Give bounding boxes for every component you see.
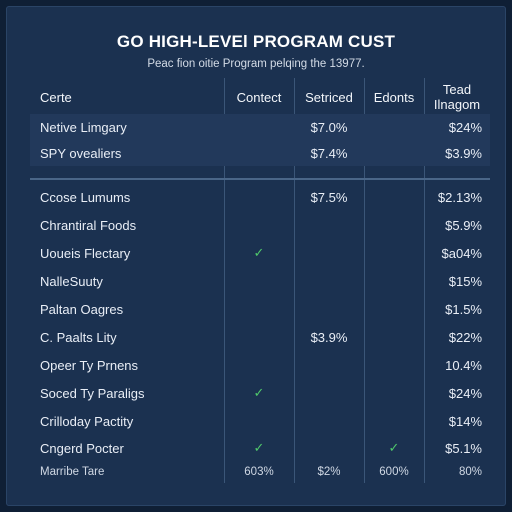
- table-row[interactable]: Crilloday Pactity $14%: [30, 408, 490, 434]
- footer-contect: 603%: [244, 466, 274, 478]
- row-edonts: [364, 324, 424, 350]
- row-tead: $2.13%: [437, 189, 482, 205]
- column-divider: [294, 78, 295, 483]
- row-contect: [224, 408, 294, 434]
- row-tead: $3.9%: [445, 145, 482, 161]
- column-header-tead-line2: Ilnagom: [433, 97, 481, 112]
- table-row[interactable]: C. Paalts Lity $3.9% $22%: [30, 324, 490, 350]
- row-edonts: [364, 408, 424, 434]
- row-tead: $5.1%: [445, 440, 482, 456]
- column-header-name[interactable]: Certe: [40, 89, 72, 105]
- row-name: SPY ovealiers: [40, 145, 122, 161]
- row-name: NalleSuuty: [40, 273, 103, 289]
- row-tead: $22%: [448, 329, 482, 345]
- row-tead: 10.4%: [445, 357, 482, 373]
- table-row[interactable]: Soced Ty Paraligs ✓ $24%: [30, 380, 490, 406]
- row-name: Opeer Ty Prnens: [40, 357, 139, 373]
- row-setriced: [294, 268, 364, 294]
- column-header-contect[interactable]: Contect: [236, 89, 282, 105]
- table-row[interactable]: Cngerd Pocter ✓ ✓ $5.1%: [30, 435, 490, 461]
- row-setriced: $7.0%: [310, 119, 348, 135]
- table-row[interactable]: Chrantiral Foods $5.9%: [30, 212, 490, 238]
- table-row[interactable]: Paltan Oagres $1.5%: [30, 296, 490, 322]
- page-subtitle: Peac fion oitie Program pelqing the 1397…: [147, 58, 365, 70]
- table-row[interactable]: SPY ovealiers $7.4% $3.9%: [30, 140, 490, 166]
- table-row[interactable]: Opeer Ty Prnens 10.4%: [30, 352, 490, 378]
- table-row[interactable]: Uoueis Flectary ✓ $a04%: [30, 240, 490, 266]
- row-setriced: [294, 408, 364, 434]
- row-name: Cngerd Pocter: [40, 440, 124, 456]
- row-tead: $15%: [448, 273, 482, 289]
- row-name: Netive Limgary: [40, 119, 127, 135]
- check-icon: ✓: [253, 245, 265, 260]
- row-name: C. Paalts Lity: [40, 329, 117, 345]
- column-divider: [424, 78, 425, 483]
- row-name: Uoueis Flectary: [40, 245, 131, 261]
- column-header-tead[interactable]: Tead Ilnagom: [424, 78, 490, 116]
- footer-edonts: 600%: [379, 466, 409, 478]
- row-name: Soced Ty Paraligs: [40, 385, 145, 401]
- column-divider: [364, 78, 365, 483]
- row-setriced: [294, 380, 364, 406]
- row-name: Chrantiral Foods: [40, 217, 137, 233]
- group-separator: [30, 178, 490, 180]
- row-name: Paltan Oagres: [40, 301, 124, 317]
- table-footer-row[interactable]: Marribe Tare 603% $2% 600% 80%: [30, 461, 490, 483]
- row-setriced: [294, 435, 364, 461]
- row-tead: $a04%: [441, 245, 482, 261]
- row-tead: $1.5%: [445, 301, 482, 317]
- row-name: Crilloday Pactity: [40, 413, 134, 429]
- row-contect: [224, 184, 294, 210]
- row-tead: $14%: [448, 413, 482, 429]
- row-name: Ccose Lumums: [40, 189, 131, 205]
- column-divider: [224, 78, 225, 483]
- row-tead: $5.9%: [445, 217, 482, 233]
- footer-name: Marribe Tare: [40, 466, 105, 478]
- check-icon: ✓: [388, 440, 400, 455]
- row-contect: [224, 212, 294, 238]
- row-setriced: $7.5%: [310, 189, 348, 205]
- row-contect: [224, 268, 294, 294]
- check-icon: ✓: [253, 385, 265, 400]
- row-edonts: [364, 268, 424, 294]
- table-header-row: Certe Contect Setriced Edonts Tead Ilnag…: [30, 78, 490, 116]
- row-setriced: [294, 240, 364, 266]
- row-edonts: [364, 114, 424, 140]
- row-edonts: [364, 212, 424, 238]
- row-edonts: [364, 184, 424, 210]
- row-contect: [224, 114, 294, 140]
- row-contect: [224, 296, 294, 322]
- report-panel: GO HIGH-LEVEl PROGRAM CUST Peac fion oit…: [6, 6, 506, 506]
- row-edonts: [364, 296, 424, 322]
- column-header-setriced[interactable]: Setriced: [305, 89, 353, 105]
- row-tead: $24%: [448, 119, 482, 135]
- row-edonts: [364, 380, 424, 406]
- check-icon: ✓: [253, 440, 265, 455]
- row-setriced: [294, 296, 364, 322]
- column-header-edonts[interactable]: Edonts: [373, 89, 415, 105]
- row-setriced: $7.4%: [310, 145, 348, 161]
- row-setriced: $3.9%: [310, 329, 348, 345]
- footer-tead: 80%: [458, 466, 482, 478]
- row-tead: $24%: [448, 385, 482, 401]
- row-contect: [224, 324, 294, 350]
- row-edonts: [364, 140, 424, 166]
- column-header-tead-line1: Tead: [442, 82, 472, 97]
- row-contect: [224, 352, 294, 378]
- footer-setriced: $2%: [317, 466, 341, 478]
- table-row[interactable]: Ccose Lumums $7.5% $2.13%: [30, 184, 490, 210]
- row-setriced: [294, 352, 364, 378]
- row-setriced: [294, 212, 364, 238]
- row-edonts: [364, 240, 424, 266]
- row-edonts: [364, 352, 424, 378]
- comparison-table: Certe Contect Setriced Edonts Tead Ilnag…: [30, 78, 490, 483]
- table-row[interactable]: NalleSuuty $15%: [30, 268, 490, 294]
- row-contect: [224, 140, 294, 166]
- table-row[interactable]: Netive Limgary $7.0% $24%: [30, 114, 490, 140]
- page-title: GO HIGH-LEVEl PROGRAM CUST: [116, 32, 396, 51]
